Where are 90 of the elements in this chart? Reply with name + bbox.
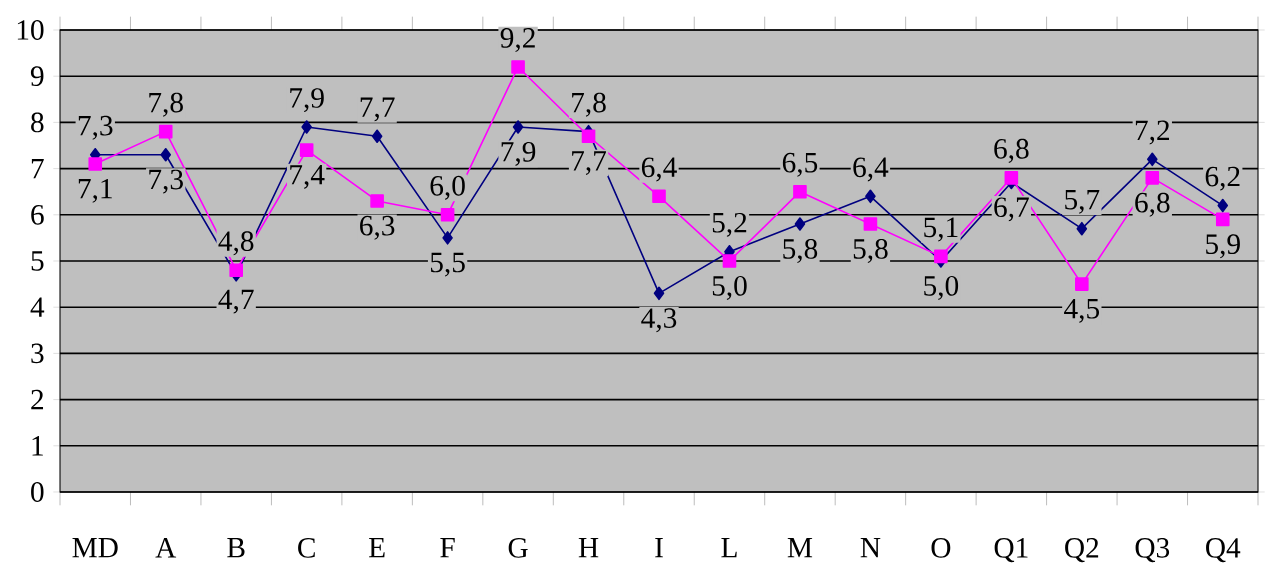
point <box>511 60 525 74</box>
y-tick-label: 0 <box>31 482 44 502</box>
point <box>442 231 453 245</box>
point <box>299 143 314 157</box>
y-tick-label: 4 <box>30 297 45 317</box>
data-label: 7,8 <box>572 92 606 117</box>
point <box>865 189 876 204</box>
point <box>1004 171 1019 185</box>
x-tick-label: I <box>655 538 663 558</box>
x-tick-label: F <box>440 538 455 558</box>
data-label: 4,7 <box>218 289 254 314</box>
point <box>229 263 243 278</box>
data-label: 7,3 <box>149 169 183 194</box>
x-tick-label: C <box>298 538 315 558</box>
x-tick-label: Q4 <box>1206 538 1241 563</box>
data-label: 7,7 <box>572 151 607 175</box>
data-label: 6,2 <box>1205 166 1240 191</box>
point <box>440 207 455 222</box>
data-label: 5,5 <box>430 252 465 277</box>
data-label: 6,8 <box>994 138 1029 163</box>
point <box>88 157 103 171</box>
y-tick-label: 9 <box>30 66 44 87</box>
x-tick-label: MD <box>72 538 118 558</box>
x-tick-label: G <box>508 538 528 558</box>
data-label: 4,5 <box>1064 299 1100 323</box>
data-label: 4,8 <box>218 231 254 256</box>
y-tick-label: 6 <box>31 204 44 225</box>
point <box>794 217 806 231</box>
data-label: 5,0 <box>924 275 959 300</box>
y-tick-label: 1 <box>32 436 43 456</box>
x-tick-label: B <box>227 538 245 558</box>
x-tick-label: Q1 <box>994 538 1028 563</box>
y-tick-label: 7 <box>31 158 44 179</box>
point <box>1217 198 1229 213</box>
x-tick-label: N <box>860 538 881 558</box>
y-tick-label: 8 <box>31 112 44 133</box>
point <box>934 249 948 264</box>
point <box>1215 212 1230 227</box>
data-label: 6,5 <box>782 152 818 177</box>
data-label: 7,8 <box>149 92 183 117</box>
data-label: 7,1 <box>78 178 112 203</box>
point <box>1076 221 1088 236</box>
x-tick-label: Q2 <box>1065 538 1099 563</box>
data-label: 6,8 <box>1135 192 1170 217</box>
y-tick-label: 2 <box>31 389 44 410</box>
data-label: 7,2 <box>1135 120 1170 145</box>
data-label: 7,4 <box>290 165 325 189</box>
x-tick-label: L <box>721 538 737 558</box>
data-label: 5,2 <box>712 212 747 237</box>
data-label: 6,4 <box>641 157 677 182</box>
point <box>793 184 807 199</box>
point <box>370 194 384 208</box>
point <box>1147 152 1158 167</box>
data-label: 6,4 <box>853 157 889 182</box>
point <box>653 286 665 301</box>
point <box>581 129 596 144</box>
x-tick-label: A <box>155 538 177 558</box>
point <box>1075 277 1089 291</box>
data-label: 4,3 <box>641 308 677 333</box>
point <box>158 124 173 139</box>
y-tick-label: 5 <box>31 251 44 271</box>
data-label: 7,3 <box>78 115 113 140</box>
data-label: 7,9 <box>290 88 324 113</box>
data-label: 7,7 <box>360 97 395 122</box>
x-tick-label: M <box>787 538 813 558</box>
data-label: 5,8 <box>853 238 888 263</box>
data-label: 9,2 <box>500 28 535 53</box>
point <box>160 147 172 162</box>
data-label: 5,9 <box>1206 234 1240 259</box>
data-label: 6,0 <box>430 175 465 200</box>
x-tick-label: O <box>931 538 951 558</box>
data-label: 5,8 <box>783 238 818 263</box>
point <box>301 120 312 134</box>
point <box>722 254 737 268</box>
point <box>371 129 383 144</box>
data-label: 5,1 <box>924 217 958 242</box>
data-label: 5,7 <box>1065 189 1100 214</box>
point <box>512 120 524 134</box>
data-label: 7,9 <box>501 141 536 166</box>
data-label: 6,7 <box>994 197 1029 222</box>
point <box>652 189 666 204</box>
point <box>1145 171 1160 185</box>
y-tick-label: 10 <box>17 20 44 40</box>
data-label: 6,3 <box>360 215 395 240</box>
x-tick-label: H <box>578 538 599 558</box>
y-tick-label: 3 <box>31 343 44 364</box>
data-label: 5,0 <box>712 275 747 300</box>
x-tick-label: E <box>369 538 385 558</box>
x-tick-label: Q3 <box>1135 538 1170 563</box>
point <box>863 217 878 231</box>
